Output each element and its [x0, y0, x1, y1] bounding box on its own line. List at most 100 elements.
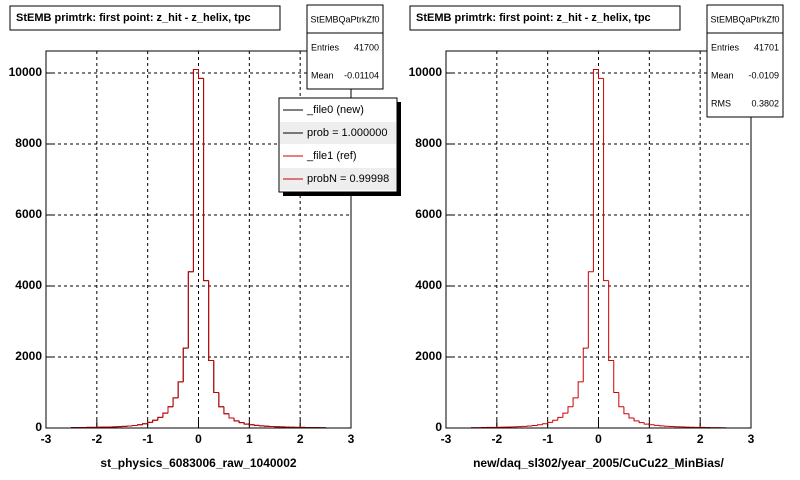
histogram-bin: [228, 413, 235, 419]
histogram-bin: [131, 425, 138, 427]
histogram-bin: [177, 381, 184, 398]
histogram-bin: [592, 68, 599, 272]
histogram-bin: [198, 69, 204, 79]
histogram-bin: [172, 397, 179, 407]
x-axis-label: st_physics_6083006_raw_1040002: [100, 456, 296, 470]
stats-title: StEMBQaPtrkZf0: [310, 14, 379, 24]
histogram-bin: [557, 416, 563, 421]
stats-value: 41700: [354, 42, 379, 52]
histogram-bin: [167, 406, 174, 414]
histogram-bin: [223, 406, 229, 415]
histogram-bin: [192, 68, 199, 272]
legend-label: _file0 (new): [306, 104, 364, 116]
histogram-bin: [157, 416, 163, 421]
histogram-bin: [213, 360, 219, 394]
histogram-bin: [628, 413, 635, 419]
x-tick-label: -1: [542, 432, 553, 446]
histogram-bin: [218, 392, 224, 408]
y-tick-label: 4000: [15, 278, 42, 292]
histogram-bin: [248, 424, 255, 426]
histogram-bin: [547, 421, 553, 424]
legend-label: _file1 (ref): [306, 150, 357, 162]
histogram-bin: [638, 420, 645, 424]
y-tick-label: 8000: [15, 136, 42, 150]
histogram-bin: [613, 360, 619, 394]
stats-box: [306, 4, 384, 90]
legend: _file0 (new) prob = 1.000000 _file1 (ref) p…: [278, 97, 401, 196]
histogram-bin: [552, 419, 558, 423]
stats-label: Entries: [711, 42, 740, 52]
histogram-bin: [152, 419, 158, 423]
histogram-bin: [203, 78, 209, 282]
legend-row-bg: [280, 168, 396, 190]
x-tick-label: -2: [491, 432, 502, 446]
histogram-bin: [648, 424, 655, 426]
stats-value: 0.3802: [751, 98, 779, 108]
histogram-bin: [577, 381, 584, 398]
histogram-bin: [537, 424, 543, 426]
histogram-bin: [208, 280, 214, 362]
histogram-bin: [623, 406, 629, 415]
histogram-bin: [582, 347, 589, 382]
legend-label: probN = 0.99998: [307, 173, 389, 185]
histogram-bin: [608, 280, 614, 362]
histogram-bin: [213, 360, 219, 394]
legend-row-bg: [280, 122, 396, 144]
chart-title: StEMB primtrk: first point: z_hit - z_he…: [16, 12, 251, 24]
x-tick-label: 0: [195, 432, 202, 446]
histogram-bin: [147, 421, 153, 424]
histogram-bin: [198, 69, 204, 79]
histogram-bin: [567, 406, 574, 414]
histogram-bin: [192, 68, 199, 272]
histogram-bin: [531, 425, 538, 427]
histogram-bin: [238, 420, 245, 424]
histogram-bin: [162, 412, 168, 418]
stats-title: StEMBQaPtrkZf0: [710, 14, 779, 24]
x-tick-label: 3: [748, 432, 755, 446]
histogram-bin: [208, 280, 214, 362]
y-tick-label: 2000: [415, 349, 442, 363]
histogram-bin: [259, 425, 265, 427]
histogram-bin: [182, 347, 189, 382]
histogram-bin: [562, 412, 568, 418]
y-tick-label: 4000: [415, 278, 442, 292]
x-tick-label: 3: [348, 432, 355, 446]
histogram-bin: [542, 423, 548, 425]
histogram-bin: [653, 424, 660, 426]
stats-value: -0.01104: [344, 70, 379, 80]
histogram-bin: [243, 422, 250, 425]
plot-frame: [445, 50, 752, 429]
histogram-bin: [228, 413, 235, 419]
title-box: [409, 5, 681, 31]
stats-label: Mean: [311, 70, 334, 80]
histogram-bin: [603, 78, 609, 282]
histogram-bin: [233, 418, 240, 422]
legend-label: prob = 1.000000: [307, 127, 387, 139]
histogram-bin: [177, 381, 184, 398]
y-tick-label: 0: [435, 420, 442, 434]
stats-label: Entries: [311, 42, 340, 52]
y-tick-label: 6000: [415, 207, 442, 221]
x-tick-label: 1: [246, 432, 253, 446]
y-tick-label: 0: [35, 420, 42, 434]
x-tick-label: 1: [646, 432, 653, 446]
histogram-bin: [253, 424, 260, 426]
x-tick-label: 2: [697, 432, 704, 446]
histogram-bin: [618, 392, 624, 408]
x-tick-label: -3: [441, 432, 452, 446]
histogram-bin: [598, 69, 604, 79]
plot-frame: [45, 50, 352, 429]
y-tick-label: 2000: [15, 349, 42, 363]
histogram-bin: [187, 271, 194, 349]
histogram-bin: [572, 397, 579, 407]
x-tick-label: -3: [41, 432, 52, 446]
stats-value: 41701: [754, 42, 779, 52]
y-tick-label: 8000: [415, 136, 442, 150]
x-axis-label: new/daq_sl302/year_2005/CuCu22_MinBias/: [473, 456, 724, 470]
x-tick-label: 0: [595, 432, 602, 446]
y-tick-label: 6000: [15, 207, 42, 221]
stats-label: RMS: [711, 98, 731, 108]
histogram-bin: [203, 78, 209, 282]
x-tick-label: -1: [142, 432, 153, 446]
